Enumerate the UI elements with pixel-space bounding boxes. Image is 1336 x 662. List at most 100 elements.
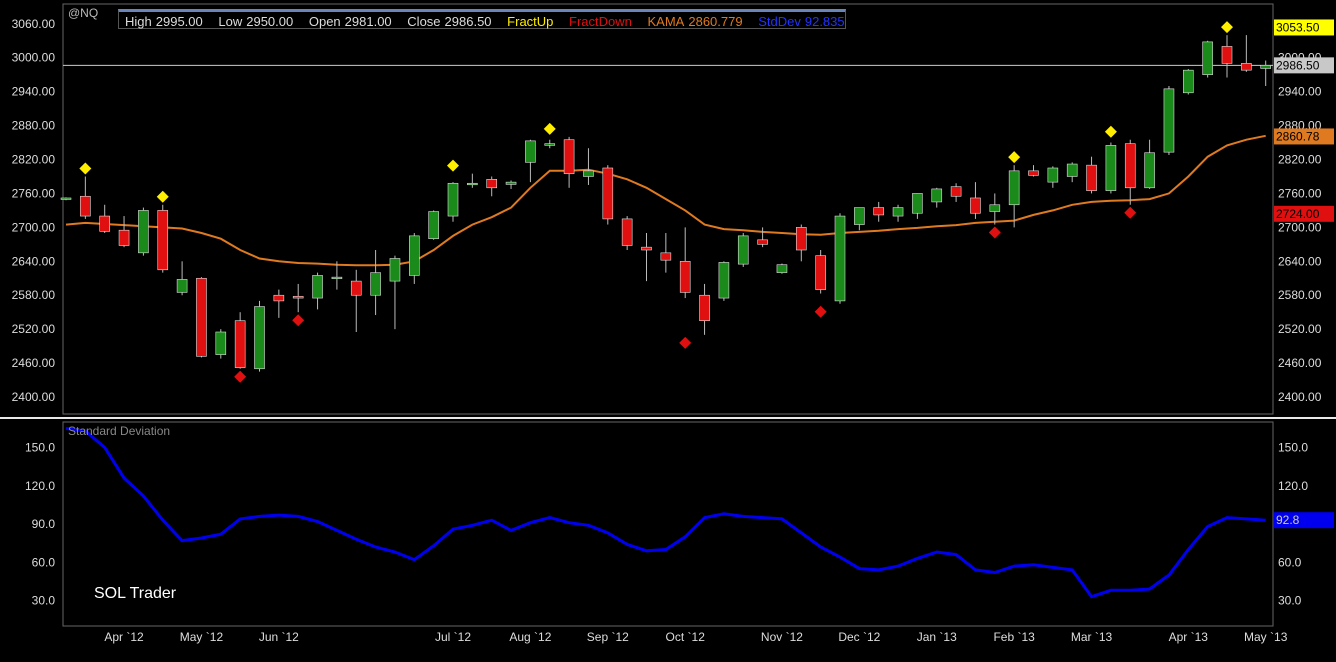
fractal-down-marker — [292, 314, 305, 327]
candle-body-up — [1105, 145, 1117, 191]
kama-value: 2860.779 — [688, 14, 743, 29]
candle — [679, 227, 691, 299]
candle-body-down — [641, 246, 652, 251]
high-value: 2995.00 — [155, 14, 203, 29]
candle — [950, 183, 962, 202]
candle — [563, 136, 575, 188]
open-label: Open — [308, 14, 341, 29]
price-tick-left: 2700.00 — [12, 220, 56, 234]
candle — [912, 193, 923, 219]
price-tick-right: 2760.00 — [1278, 186, 1322, 200]
chart-frame — [0, 3, 1336, 627]
candle-body-down — [602, 167, 614, 220]
candle-body-up — [1008, 170, 1020, 206]
price-tick-right: 2400.00 — [1278, 390, 1322, 404]
candle-body-down — [815, 255, 826, 290]
fractal-down-marker — [234, 370, 247, 383]
fractal-up-marker — [447, 159, 459, 172]
date-tick-label: Dec `12 — [838, 630, 880, 644]
candle-body-down — [118, 229, 130, 246]
candle — [1144, 139, 1155, 189]
candle — [699, 283, 710, 335]
fractal-up-marker — [79, 162, 92, 175]
candle-body-down — [234, 320, 246, 368]
candle — [60, 197, 72, 201]
candle — [505, 180, 517, 189]
stddev-label-text: 92.8 — [1276, 513, 1300, 527]
candle-body-down — [350, 280, 362, 296]
candle — [1183, 69, 1194, 95]
candle — [1124, 139, 1136, 205]
candle-body-up — [854, 207, 865, 225]
candle — [370, 250, 381, 316]
candle — [1028, 165, 1039, 177]
candle-body-down — [679, 261, 691, 293]
date-tick-label: Jul `12 — [435, 630, 471, 644]
candle — [1260, 60, 1271, 86]
stddev-tick-left: 30.0 — [32, 594, 56, 608]
candle-body-down — [1241, 63, 1252, 71]
candle-body-up — [718, 262, 730, 299]
candle-body-down — [196, 277, 207, 357]
close-value: 2986.50 — [444, 14, 492, 29]
symbol-label: @NQ — [68, 6, 99, 20]
candle-body-up — [408, 235, 420, 276]
price-label-box — [1274, 205, 1334, 222]
fractal-down-marker — [679, 336, 692, 349]
fractup-legend: FractUp — [507, 14, 554, 29]
candle — [892, 204, 904, 222]
stddev-label-box — [1274, 512, 1334, 529]
date-tick-label: May `13 — [1244, 630, 1288, 644]
kama-path — [65, 134, 1266, 267]
candle-body-up — [389, 258, 401, 282]
price-tick-left: 2580.00 — [12, 288, 56, 302]
low-value: 2950.00 — [246, 14, 294, 29]
date-tick-label: Mar `13 — [1071, 630, 1113, 644]
candle — [660, 233, 672, 273]
candle-body-up — [215, 331, 227, 355]
stddev-tick-left: 90.0 — [32, 517, 56, 531]
candle — [970, 182, 981, 219]
low-label: Low — [218, 14, 243, 29]
candle — [1163, 86, 1175, 155]
candle-body-up — [505, 181, 517, 185]
candle — [389, 255, 401, 330]
date-tick-label: Apr `12 — [104, 630, 144, 644]
fractal-up-marker — [1104, 125, 1117, 138]
candle — [254, 300, 265, 372]
candle-body-down — [1086, 164, 1097, 191]
indicator-title: Standard Deviation — [68, 424, 171, 438]
date-tick-label: Apr `13 — [1169, 630, 1209, 644]
date-tick-label: Oct `12 — [666, 630, 706, 644]
candle — [467, 173, 478, 188]
candle — [854, 207, 865, 231]
candle-body-up — [1183, 69, 1194, 94]
candle-body-down — [563, 139, 575, 174]
close-label: Close — [407, 14, 441, 29]
candle-body-up — [312, 275, 323, 299]
price-axis: 2400.00 2400.00 2460.00 2460.00 2520.00 2520.… — [12, 17, 1322, 404]
fractal-markers — [79, 21, 1233, 383]
candle — [292, 283, 304, 313]
candle-body-up — [544, 143, 556, 146]
candle-body-up — [525, 140, 536, 163]
candle — [873, 201, 885, 222]
date-tick-label: Aug `12 — [509, 630, 551, 644]
candle-body-down — [757, 239, 768, 245]
stddev-legend: StdDev — [758, 14, 801, 29]
candle — [1202, 40, 1213, 78]
candle-body-up — [138, 210, 149, 254]
stddev-tick-right: 150.0 — [1278, 441, 1308, 455]
price-tick-right: 2460.00 — [1278, 356, 1322, 370]
candle-body-down — [80, 195, 91, 217]
candle-body-down — [873, 207, 885, 216]
candle — [273, 289, 285, 318]
fractal-down-marker — [1124, 206, 1137, 219]
candle — [602, 165, 614, 225]
candle — [1086, 156, 1097, 194]
candle — [525, 139, 536, 183]
date-tick-label: Feb `13 — [993, 630, 1035, 644]
price-tick-right: 2820.00 — [1278, 153, 1322, 167]
price-tick-left: 2820.00 — [12, 153, 56, 167]
candle-body-down — [950, 186, 962, 197]
